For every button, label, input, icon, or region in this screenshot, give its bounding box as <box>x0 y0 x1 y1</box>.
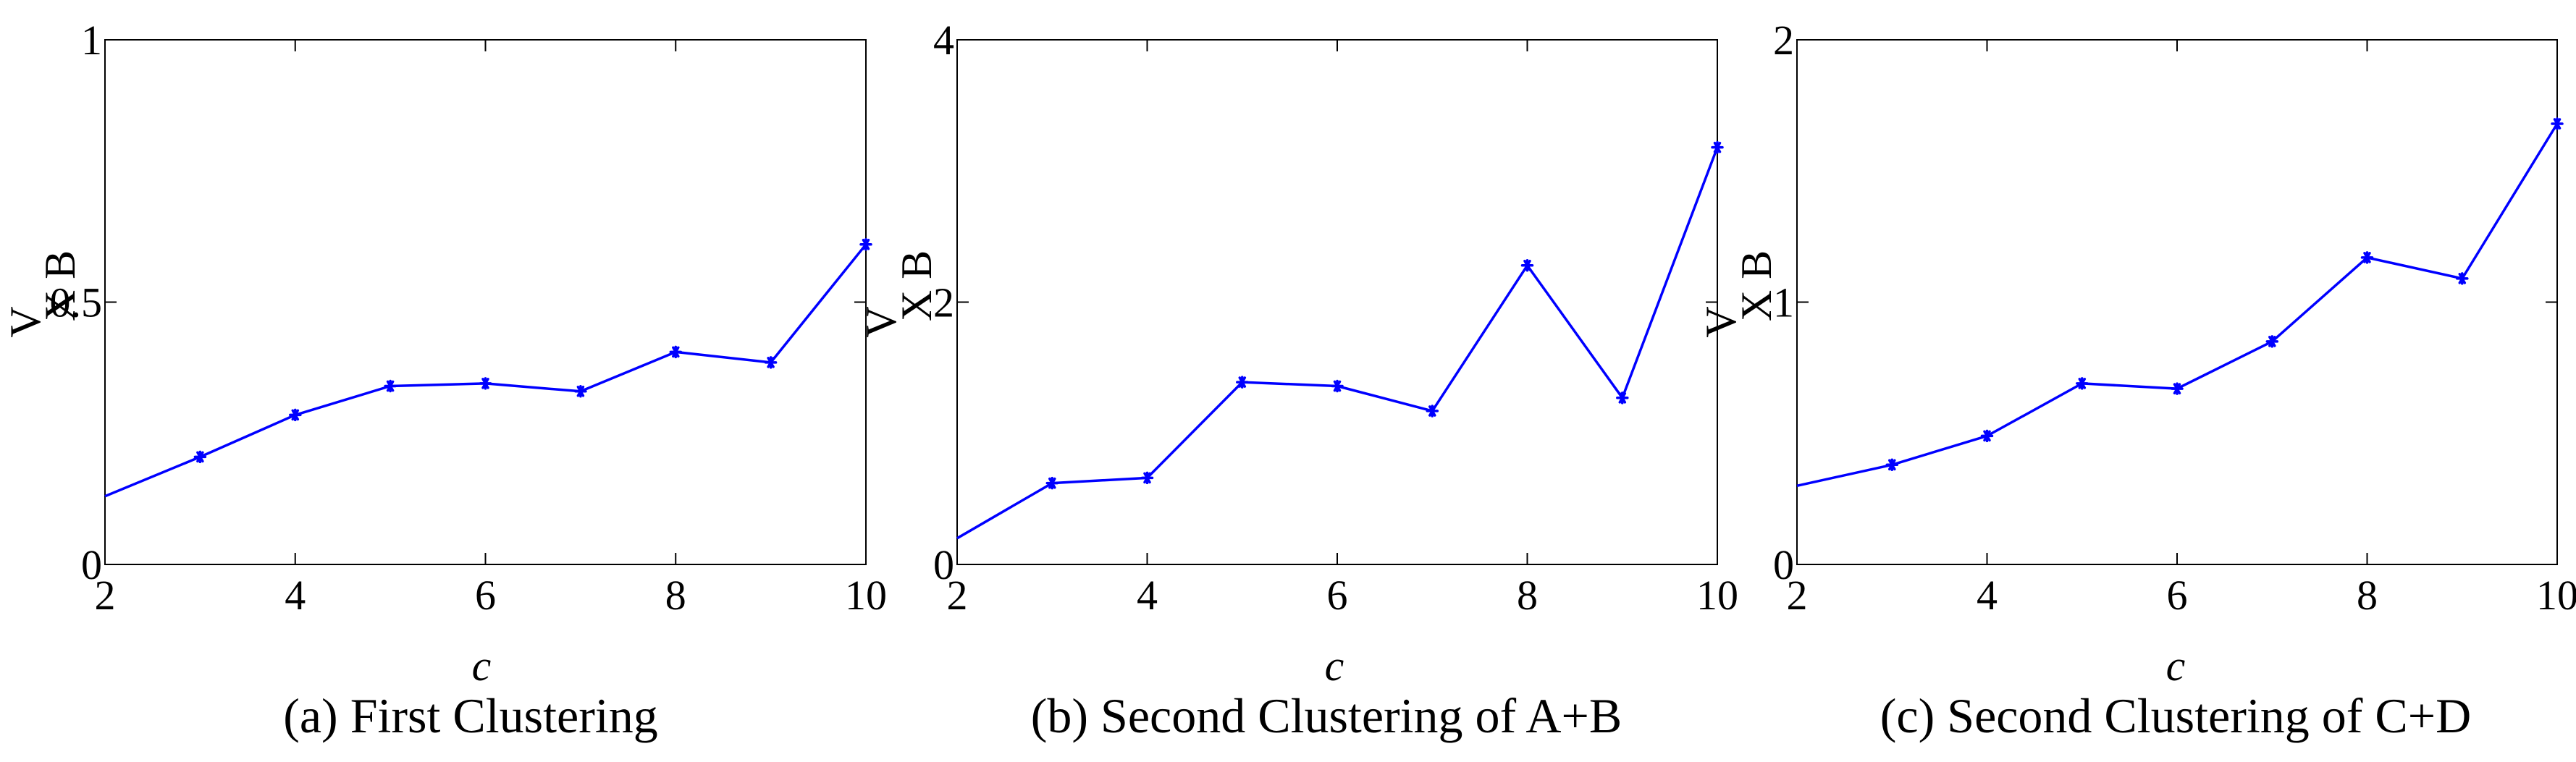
x-tick-label: 8 <box>665 572 686 619</box>
data-point-marker <box>2076 377 2089 390</box>
y-tick-label: 4 <box>933 17 954 64</box>
plot-frame <box>956 39 1718 565</box>
panel-second-clustering-cd: 2 4 6 8 10 0 1 2 c V X B (c) Second Clustering… <box>1697 17 2576 743</box>
series-layer <box>104 238 872 498</box>
data-point-marker <box>479 377 492 390</box>
data-point-marker <box>1236 376 1249 389</box>
x-tick-label: 6 <box>2167 572 2188 619</box>
data-point-marker <box>193 450 207 464</box>
data-point-marker <box>2360 251 2374 264</box>
data-point-marker <box>1616 391 1629 405</box>
panel-caption: (c) Second Clustering of C+D <box>1880 688 2471 743</box>
data-point-marker <box>1885 458 1899 471</box>
y-tick-label: 2 <box>1773 17 1794 64</box>
series-layer <box>1796 117 2564 488</box>
data-point-marker <box>1331 379 1344 393</box>
panel-first-clustering: 2 4 6 8 10 00.51 c V X B (a) First Clusterin… <box>1 17 887 743</box>
data-point-marker <box>1140 471 1154 485</box>
plot-frame <box>104 39 867 565</box>
x-tick-labels: 2 4 6 8 10 <box>1787 572 2576 619</box>
y-tick-label: 2 <box>933 279 954 326</box>
x-tick-label: 4 <box>1137 572 1158 619</box>
series-line <box>956 146 1719 540</box>
data-point-marker <box>2171 382 2184 395</box>
series-line <box>104 243 867 498</box>
y-tick-label: 0 <box>933 541 954 588</box>
y-tick-label: 0.5 <box>50 279 103 326</box>
data-point-marker <box>289 408 302 422</box>
y-tick-label: 1 <box>81 17 102 64</box>
series-line <box>1796 123 2559 488</box>
x-tick-label: 4 <box>285 572 306 619</box>
x-tick-label: 10 <box>2536 572 2576 619</box>
x-tick-label: 4 <box>1977 572 1998 619</box>
data-point-marker <box>859 238 872 251</box>
x-tick-label: 8 <box>2357 572 2378 619</box>
x-tick-label: 2 <box>1787 572 1808 619</box>
data-point-marker <box>1711 140 1724 154</box>
data-point-marker <box>2551 117 2564 130</box>
data-point-marker <box>1980 429 1994 443</box>
data-point-marker <box>574 385 587 398</box>
x-tick-label: 6 <box>475 572 496 619</box>
x-tick-label: 2 <box>95 572 116 619</box>
x-tick-labels: 2 4 6 8 10 <box>947 572 1739 619</box>
data-point-marker <box>2265 335 2279 348</box>
y-axis-label-main: V <box>1697 306 1745 337</box>
y-tick-label: 0 <box>1773 541 1794 588</box>
y-tick-label: 1 <box>1773 279 1794 326</box>
data-point-marker <box>764 356 778 369</box>
y-axis-label-sub: X B <box>893 250 940 321</box>
x-tick-label: 8 <box>1517 572 1538 619</box>
data-point-marker <box>669 345 683 359</box>
x-axis-label: c <box>1325 642 1344 690</box>
y-tick-labels: 0 2 4 <box>933 17 954 588</box>
data-point-marker <box>2456 272 2469 285</box>
x-tick-label: 10 <box>1696 572 1738 619</box>
y-tick-label: 0 <box>81 541 102 588</box>
panel-caption: (a) First Clustering <box>283 688 658 743</box>
panel-second-clustering-ab: 2 4 6 8 10 024 c V X B (b) Second Clustering… <box>857 17 1738 743</box>
data-point-marker <box>1426 405 1439 418</box>
y-axis-label-sub: X B <box>36 250 84 321</box>
x-tick-label: 10 <box>845 572 887 619</box>
y-tick-labels: 00.51 <box>50 17 103 588</box>
tick-marks <box>1796 39 2558 565</box>
y-axis-label-main: V <box>857 306 905 337</box>
x-tick-label: 2 <box>947 572 968 619</box>
x-axis-label: c <box>2166 642 2186 690</box>
tick-marks <box>956 39 1718 565</box>
y-axis-label-sub: X B <box>1733 250 1780 321</box>
x-tick-labels: 2 4 6 8 10 <box>95 572 888 619</box>
y-tick-labels: 0 1 2 <box>1773 17 1794 588</box>
data-point-marker <box>1520 259 1534 272</box>
plot-frame <box>1796 39 2558 565</box>
data-point-marker <box>1045 476 1059 490</box>
tick-marks <box>104 39 867 565</box>
panel-caption: (b) Second Clustering of A+B <box>1031 688 1622 743</box>
x-axis-label: c <box>472 642 492 690</box>
series-layer <box>956 140 1724 540</box>
x-tick-label: 6 <box>1327 572 1348 619</box>
data-point-marker <box>384 379 397 393</box>
y-axis-label-main: V <box>1 306 49 337</box>
